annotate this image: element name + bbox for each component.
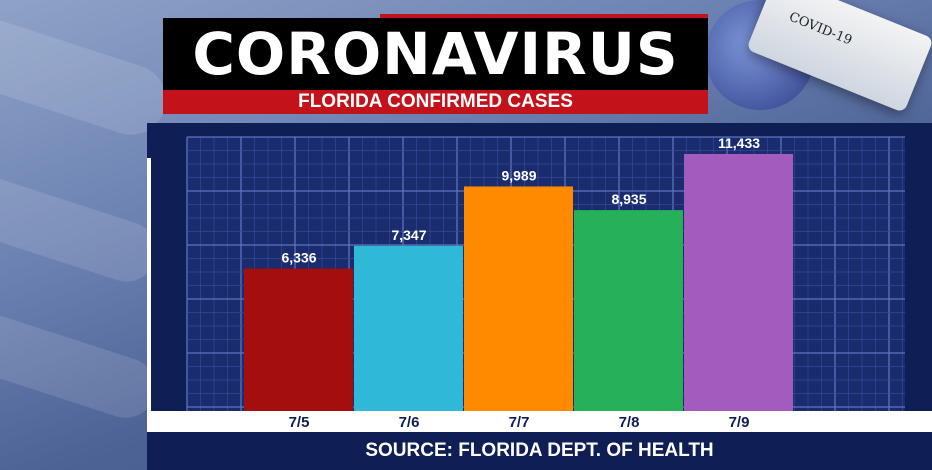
x-tick-label: 7/5: [289, 414, 310, 431]
x-axis-band: [147, 411, 932, 432]
panel-edge: [147, 158, 151, 413]
page-title: CORONAVIRUS: [163, 18, 708, 90]
bar-7-7: [464, 186, 573, 411]
title-accent-bar: [380, 14, 708, 19]
x-tick-label: 7/6: [399, 414, 420, 431]
data-label: 8,935: [611, 191, 646, 207]
x-tick-label: 7/7: [509, 414, 530, 431]
bar-7-9: [684, 153, 793, 412]
data-label: 6,336: [281, 250, 316, 266]
data-label: 7,347: [391, 227, 426, 243]
bar-7-6: [354, 245, 463, 411]
chart-subtitle: FLORIDA CONFIRMED CASES: [163, 90, 708, 114]
x-tick-label: 7/8: [619, 414, 640, 431]
data-label: 9,989: [501, 167, 536, 183]
data-label: 11,433: [718, 135, 760, 151]
x-tick-label: 7/9: [729, 414, 750, 431]
source-caption: SOURCE: FLORIDA DEPT. OF HEALTH: [365, 440, 714, 461]
bar-7-5: [244, 268, 353, 411]
title-block: CORONAVIRUS FLORIDA CONFIRMED CASES: [163, 18, 708, 114]
bar-7-8: [574, 210, 683, 411]
